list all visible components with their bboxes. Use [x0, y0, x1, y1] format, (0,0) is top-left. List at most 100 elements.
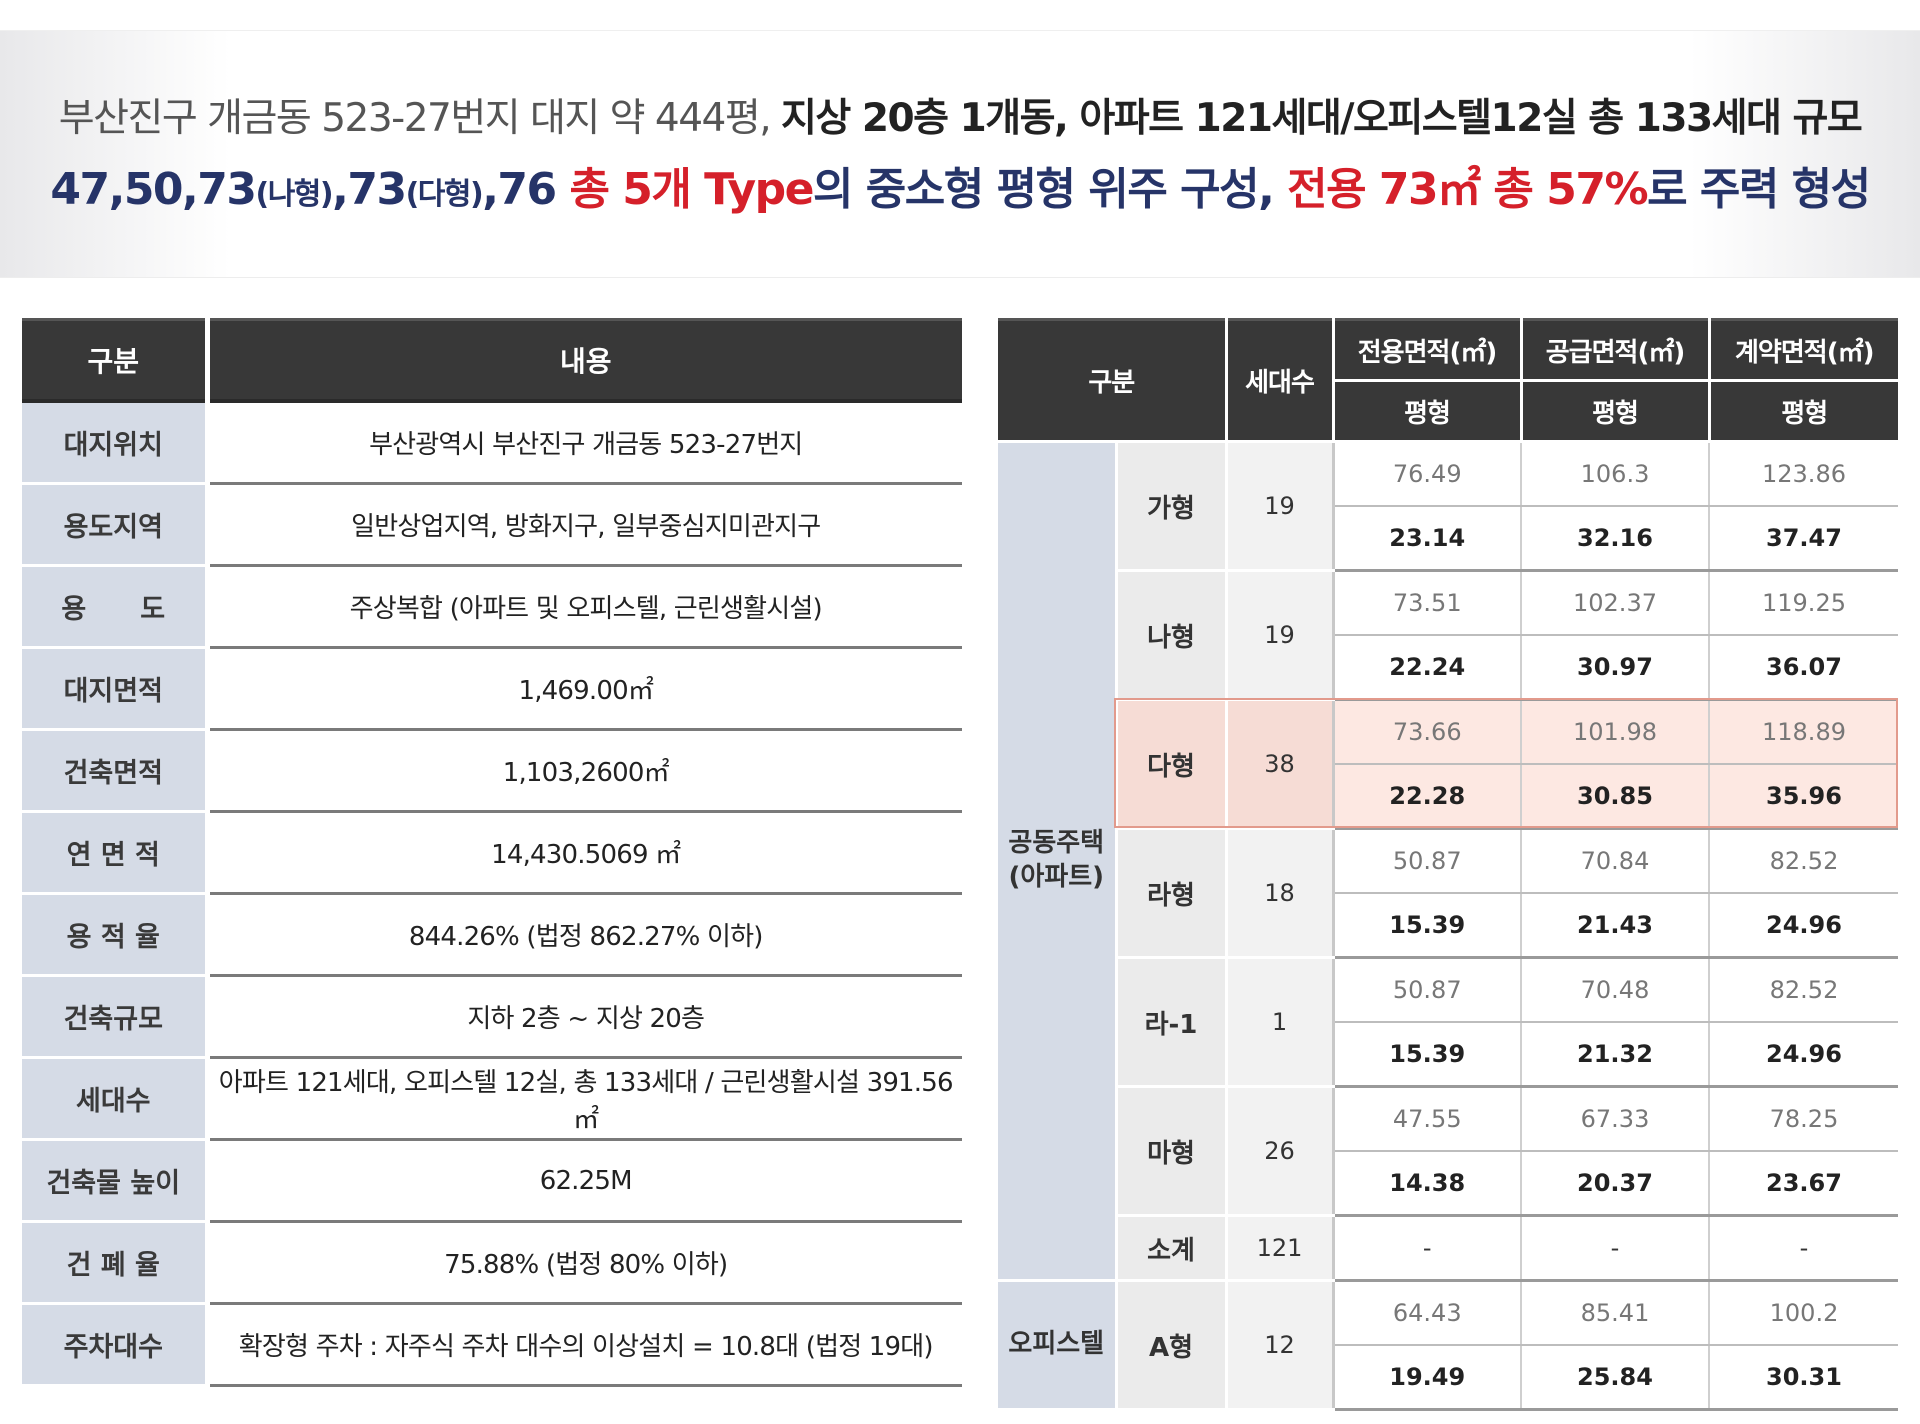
- table-row: 19.49 25.84 30.31: [998, 1345, 1898, 1411]
- area-m2: 73.66: [1333, 699, 1522, 765]
- table-row: 라-1 1 50.87 70.48 82.52: [998, 957, 1898, 1088]
- table-row: 라형 18 50.87 70.84 82.52: [998, 828, 1898, 959]
- summary-type-na: (나형): [255, 177, 334, 212]
- area-header-supply: 공급면적(㎡): [1521, 318, 1711, 382]
- overview-label: 용도지역: [22, 483, 210, 567]
- overview-label: 건축면적: [22, 729, 210, 813]
- subtotal-label: 소계: [1116, 1215, 1228, 1282]
- overview-header-label: 구분: [22, 318, 210, 403]
- unit-type: 다형: [1116, 699, 1228, 830]
- area-pyeong: 32.16: [1521, 506, 1710, 572]
- overview-value: 14,430.5069 ㎡: [207, 811, 962, 895]
- area-header-row: 구분 세대수 전용면적(㎡) 공급면적(㎡) 계약면적(㎡): [998, 318, 1898, 443]
- overview-header-value: 내용: [207, 318, 962, 403]
- area-m2: 123.86: [1709, 441, 1898, 507]
- unit-type: 라-1: [1116, 957, 1228, 1088]
- area-m2: 76.49: [1333, 441, 1522, 507]
- table-row: 대지위치 부산광역시 부산진구 개금동 523-27번지: [22, 401, 962, 485]
- summary-type-count: 총 5개 Type: [569, 164, 814, 215]
- summary-site-text: 부산진구 개금동 523-27번지 대지 약 444평,: [58, 96, 782, 141]
- unit-count: 12: [1226, 1280, 1335, 1411]
- area-pyeong: 15.39: [1333, 1022, 1522, 1088]
- table-row: 마형 26 47.55 67.33 78.25: [998, 1086, 1898, 1217]
- overview-value: 75.88% (법정 80% 이하): [207, 1221, 962, 1305]
- area-m2: 100.2: [1709, 1280, 1898, 1346]
- area-subheader-pyeong: 평형: [1333, 380, 1523, 443]
- table-row: 건축면적 1,103,2600㎡: [22, 729, 962, 813]
- project-overview-table: 구분 내용 대지위치 부산광역시 부산진구 개금동 523-27번지 용도지역 일반…: [22, 318, 962, 1387]
- table-row: 15.39 21.32 24.96: [998, 1022, 1898, 1088]
- area-pyeong: 37.47: [1709, 506, 1898, 572]
- group-apartment: 공동주택 (아파트): [998, 441, 1118, 1282]
- area-m2: 106.3: [1521, 441, 1710, 507]
- table-row: 용도지역 일반상업지역, 방화지구, 일부중심지미관지구: [22, 483, 962, 567]
- subtotal-value: -: [1709, 1215, 1898, 1282]
- area-pyeong: 30.85: [1521, 764, 1710, 830]
- area-pyeong: 36.07: [1709, 635, 1898, 701]
- table-row: 오피스텔 A형 12 64.43 85.41 100.2: [998, 1280, 1898, 1411]
- overview-value: 1,103,2600㎡: [207, 729, 962, 813]
- area-pyeong: 15.39: [1333, 893, 1522, 959]
- area-header-units: 세대수: [1226, 318, 1335, 443]
- summary-line-1: 부산진구 개금동 523-27번지 대지 약 444평, 지상 20층 1개동,…: [0, 87, 1920, 143]
- area-subheader-row: 평형 평형 평형: [998, 380, 1898, 443]
- table-row: 대지면적 1,469.00㎡: [22, 647, 962, 731]
- area-pyeong: 30.31: [1709, 1345, 1898, 1411]
- area-subheader-pyeong: 평형: [1709, 380, 1898, 443]
- table-row: 건축규모 지하 2층 ~ 지상 20층: [22, 975, 962, 1059]
- overview-label: 세대수: [22, 1057, 210, 1141]
- summary-main-share: 전용 73㎡ 총 57%: [1287, 164, 1648, 215]
- summary-types-text-2: ,73: [332, 164, 407, 215]
- area-pyeong: 24.96: [1709, 1022, 1898, 1088]
- unit-type: 가형: [1116, 441, 1228, 572]
- overview-label: 대지위치: [22, 401, 210, 485]
- unit-type: 라형: [1116, 828, 1228, 959]
- area-m2: 82.52: [1709, 957, 1898, 1023]
- area-m2: 70.48: [1521, 957, 1710, 1023]
- overview-value: 확장형 주차 : 자주식 주차 대수의 이상설치 = 10.8대 (법정 19대…: [207, 1303, 962, 1387]
- area-pyeong: 21.32: [1521, 1022, 1710, 1088]
- table-row: 23.14 32.16 37.47: [998, 506, 1898, 572]
- table-row: 세대수 아파트 121세대, 오피스텔 12실, 총 133세대 / 근린생활시설…: [22, 1057, 962, 1141]
- area-pyeong: 23.67: [1709, 1151, 1898, 1217]
- unit-type: 나형: [1116, 570, 1228, 701]
- table-row: 용 도 주상복합 (아파트 및 오피스텔, 근린생활시설): [22, 565, 962, 649]
- table-row: 용 적 율 844.26% (법정 862.27% 이하): [22, 893, 962, 977]
- area-pyeong: 21.43: [1521, 893, 1710, 959]
- overview-label: 대지면적: [22, 647, 210, 731]
- area-m2: 82.52: [1709, 828, 1898, 894]
- area-header-category: 구분: [998, 318, 1228, 443]
- area-m2: 73.51: [1333, 570, 1522, 636]
- summary-types-text: 47,50,73: [50, 164, 257, 215]
- area-pyeong: 25.84: [1521, 1345, 1710, 1411]
- overview-value: 62.25M: [207, 1139, 962, 1223]
- summary-type-da: (다형): [405, 177, 484, 212]
- overview-header-row: 구분 내용: [22, 318, 962, 403]
- area-m2: 118.89: [1709, 699, 1898, 765]
- area-pyeong: 14.38: [1333, 1151, 1522, 1217]
- subtotal-value: -: [1521, 1215, 1710, 1282]
- unit-type: 마형: [1116, 1086, 1228, 1217]
- summary-types-text-3: ,76: [482, 164, 570, 215]
- summary-main-text: 로 주력 형성: [1647, 164, 1871, 215]
- unit-count: 18: [1226, 828, 1335, 959]
- overview-value: 주상복합 (아파트 및 오피스텔, 근린생활시설): [207, 565, 962, 649]
- overview-label: 용 도: [22, 565, 210, 649]
- overview-label: 용 적 율: [22, 893, 210, 977]
- area-m2: 50.87: [1333, 957, 1522, 1023]
- table-row: 15.39 21.43 24.96: [998, 893, 1898, 959]
- area-m2: 85.41: [1521, 1280, 1710, 1346]
- area-m2: 64.43: [1333, 1280, 1522, 1346]
- overview-label: 주차대수: [22, 1303, 210, 1387]
- area-header-exclusive: 전용면적(㎡): [1333, 318, 1523, 382]
- table-row: 건 폐 율 75.88% (법정 80% 이하): [22, 1221, 962, 1305]
- subtotal-row: 소계 121 - - -: [998, 1215, 1898, 1282]
- overview-label: 건축물 높이: [22, 1139, 210, 1223]
- area-m2: 102.37: [1521, 570, 1710, 636]
- summary-banner: 부산진구 개금동 523-27번지 대지 약 444평, 지상 20층 1개동,…: [0, 30, 1920, 278]
- unit-count: 19: [1226, 570, 1335, 701]
- summary-composition-text: 의 중소형 평형 위주 구성,: [813, 164, 1288, 215]
- overview-value: 지하 2층 ~ 지상 20층: [207, 975, 962, 1059]
- area-pyeong: 20.37: [1521, 1151, 1710, 1217]
- overview-value: 일반상업지역, 방화지구, 일부중심지미관지구: [207, 483, 962, 567]
